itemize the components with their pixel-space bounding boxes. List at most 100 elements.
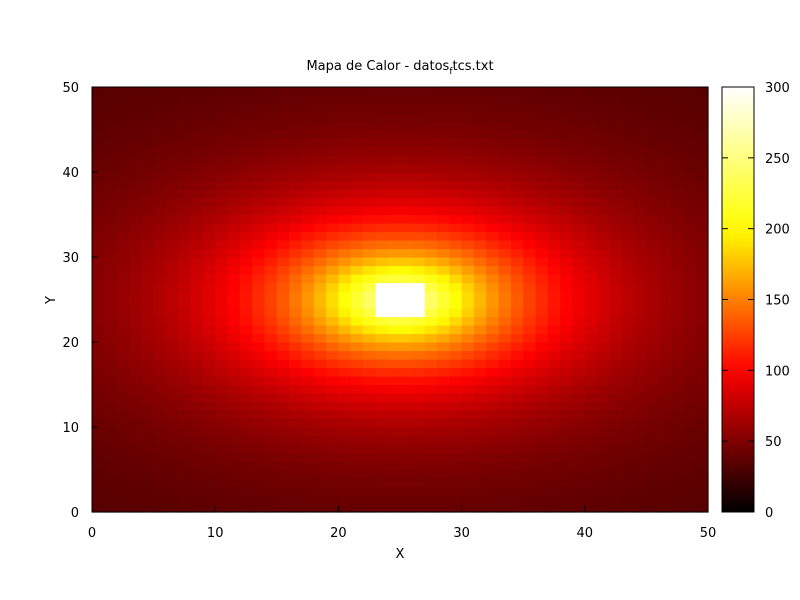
heatmap-cell [92,350,105,360]
heatmap-cell [363,240,376,250]
heatmap-cell [584,478,598,488]
heatmap-cell [289,180,303,190]
heatmap-cell [572,231,586,241]
heatmap-cell [634,401,647,411]
heatmap-cell [227,410,241,420]
heatmap-cell [252,197,266,207]
heatmap-cell [375,155,389,165]
heatmap-cell [584,257,598,267]
heatmap-cell [338,223,352,233]
heatmap-cell [326,495,339,505]
heatmap-cell [572,469,586,479]
heatmap-cell [461,112,475,122]
heatmap-cell [646,291,660,301]
heatmap-cell [264,486,278,496]
heatmap-cell [658,189,672,199]
heatmap-cell [326,325,339,335]
heatmap-cell [92,495,105,505]
heatmap-cell [547,206,561,216]
heatmap-cell [104,146,118,156]
heatmap-cell [510,427,524,437]
heatmap-cell [252,240,266,250]
heatmap-cell [338,163,352,173]
heatmap-cell [313,223,327,233]
heatmap-cell [621,444,635,454]
heatmap-cell [695,495,709,505]
heatmap-cell [202,350,216,360]
heatmap-cell [301,138,315,148]
heatmap-cell [597,410,611,420]
heatmap-cell [227,274,241,284]
heatmap-cell [572,274,586,284]
heatmap-cell [375,214,389,224]
heatmap-cell [387,291,401,301]
heatmap-cell [584,376,598,386]
heatmap-cell [695,248,709,258]
heatmap-cell [412,104,426,114]
heatmap-cell [375,291,389,301]
heatmap-cell [387,418,401,428]
heatmap-cell [473,325,487,335]
heatmap-cell [313,197,327,207]
heatmap-cell [449,282,463,292]
heatmap-cell [658,503,672,513]
heatmap-cell [695,180,709,190]
heatmap-cell [264,95,278,105]
heatmap-cell [683,265,697,275]
heatmap-cell [560,189,574,199]
heatmap-cell [671,206,684,216]
heatmap-cell [104,461,118,471]
heatmap-cell [609,155,623,165]
heatmap-cell [264,223,278,233]
heatmap-cell [436,240,450,250]
heatmap-cell [449,248,463,258]
heatmap-cell [202,486,216,496]
heatmap-cell [190,469,204,479]
heatmap-cell [227,197,241,207]
heatmap-cell [449,172,463,182]
heatmap-cell [609,503,623,513]
heatmap-cell [658,265,672,275]
heatmap-cell [560,163,574,173]
heatmap-cell [227,478,241,488]
heatmap-cell [190,316,204,326]
heatmap-cell [252,461,266,471]
heatmap-cell [92,452,105,462]
heatmap-cell [523,274,537,284]
heatmap-cell [486,282,500,292]
heatmap-cell [547,146,561,156]
heatmap-cell [412,274,426,284]
heatmap-cell [400,163,413,173]
heatmap-cell [104,282,118,292]
heatmap-cell [264,87,278,97]
heatmap-cell [584,486,598,496]
heatmap-cell [227,146,241,156]
x-tick-label: 50 [700,526,717,541]
heatmap-cell [424,138,438,148]
heatmap-cell [178,376,192,386]
heatmap-cell [621,257,635,267]
heatmap-cell [128,427,142,437]
heatmap-cell [165,155,179,165]
heatmap-cell [400,223,413,233]
heatmap-cell [683,274,697,284]
heatmap-cell [473,189,487,199]
heatmap-cell [227,495,241,505]
heatmap-cell [473,223,487,233]
heatmap-cell [375,87,389,97]
heatmap-cell [239,121,253,131]
heatmap-cell [153,155,167,165]
heatmap-cell [301,367,315,377]
heatmap-cell [289,418,303,428]
heatmap-cell [486,367,500,377]
heatmap-cell [436,376,450,386]
heatmap-cell [584,121,598,131]
heatmap-cell [473,104,487,114]
heatmap-cell [473,503,487,513]
heatmap-cell [436,325,450,335]
heatmap-cell [202,282,216,292]
heatmap-cell [141,469,155,479]
heatmap-cell [535,163,549,173]
heatmap-cell [276,444,290,454]
heatmap-cell [375,316,389,326]
